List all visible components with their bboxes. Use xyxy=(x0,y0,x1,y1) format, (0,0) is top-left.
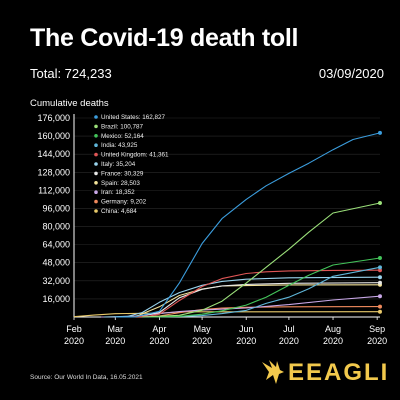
legend-marker xyxy=(94,209,98,213)
x-tick-month: Feb xyxy=(66,324,82,334)
y-tick-label: 128,000 xyxy=(37,167,70,177)
x-tick-year: 2020 xyxy=(367,336,387,346)
x-tick-month: Sep xyxy=(369,324,385,334)
eagle-icon xyxy=(262,360,284,384)
x-tick-month: Jun xyxy=(239,324,254,334)
series-line-united-states xyxy=(115,132,381,318)
series-end-point xyxy=(378,256,382,261)
series-end-point xyxy=(378,294,382,299)
legend-marker xyxy=(94,171,98,176)
legend-entry: Spain: 28,503 xyxy=(101,180,140,187)
y-tick-label: 64,000 xyxy=(42,240,70,250)
legend-marker xyxy=(94,134,98,138)
y-tick-label: 16,000 xyxy=(42,294,70,304)
series-line-united-kingdom xyxy=(128,269,381,318)
x-tick-year: 2020 xyxy=(236,336,256,346)
y-tick-label: 112,000 xyxy=(38,185,70,195)
legend-marker xyxy=(94,199,98,204)
series-end-point xyxy=(378,265,382,270)
legend-marker xyxy=(94,181,98,185)
legend-marker xyxy=(94,115,98,119)
series-line-india xyxy=(142,266,381,318)
legend-entry: Italy: 35,204 xyxy=(101,161,136,168)
series-lines xyxy=(73,130,382,318)
series-line-brazil xyxy=(142,202,381,318)
legend-entry: United States: 162,827 xyxy=(101,114,166,121)
x-tick-month: Apr xyxy=(152,324,166,334)
x-tick-year: 2020 xyxy=(279,336,299,346)
x-tick-month: Jul xyxy=(283,324,295,334)
y-tick-label: 160,000 xyxy=(37,131,70,141)
x-tick-year: 2020 xyxy=(323,336,343,346)
series-end-point xyxy=(378,304,382,309)
grid-lines xyxy=(73,114,380,318)
y-tick-label: 80,000 xyxy=(42,222,70,232)
legend: United States: 162,827 Brazil: 100,787 Mex… xyxy=(94,114,169,215)
x-tick-month: Mar xyxy=(108,324,124,334)
y-tick-label: 48,000 xyxy=(42,258,70,268)
legend-marker xyxy=(94,152,98,157)
x-ticks: Feb 2020 Mar 2020 Apr 2020 May 2020 Jun 2020 Jul 20… xyxy=(64,317,387,346)
legend-entry: Germany: 9,202 xyxy=(101,199,147,206)
series-end-point xyxy=(378,309,382,314)
y-tick-label: 144,000 xyxy=(37,149,70,159)
logo-text: EEAGLI xyxy=(288,359,390,386)
series-line-italy xyxy=(103,276,381,318)
page-title: The Covid-19 death toll xyxy=(30,24,299,52)
y-tick-label: 96,000 xyxy=(42,203,70,213)
date-label: 03/09/2020 xyxy=(318,66,384,81)
series-end-point xyxy=(378,280,382,285)
series-end-point xyxy=(378,201,382,206)
legend-entry: China: 4,684 xyxy=(101,208,137,215)
x-tick-year: 2020 xyxy=(64,336,84,346)
legend-marker xyxy=(94,143,98,147)
legend-entry: France: 30,329 xyxy=(101,170,144,177)
total-deaths: Total: 724,233 xyxy=(30,66,112,81)
x-tick-year: 2020 xyxy=(149,336,169,346)
y-axis-label: Cumulative deaths xyxy=(30,98,109,109)
legend-marker xyxy=(94,190,98,194)
y-ticks: 16,000 32,000 48,000 64,000 80,000 96,000 112,… xyxy=(37,113,70,304)
legend-marker xyxy=(94,162,98,166)
legend-entry: India: 43,925 xyxy=(101,142,138,149)
x-tick-month: May xyxy=(194,324,212,334)
x-tick-month: Aug xyxy=(325,324,341,334)
x-tick-year: 2020 xyxy=(192,336,212,346)
y-tick-label: 32,000 xyxy=(42,276,70,286)
legend-entry: Iran: 18,352 xyxy=(101,189,135,196)
y-tick-label: 176,000 xyxy=(37,113,70,123)
legend-entry: Brazil: 100,787 xyxy=(101,123,144,130)
series-line-mexico xyxy=(149,257,381,318)
series-end-point xyxy=(378,275,382,280)
brand-logo: EEAGLI xyxy=(260,358,387,386)
series-end-point xyxy=(378,268,382,273)
legend-marker xyxy=(94,124,98,129)
legend-entry: United Kingdom: 41,361 xyxy=(101,152,169,159)
source-note: Source: Our World In Data, 16.05.2021 xyxy=(30,374,143,381)
legend-entry: Mexico: 52,164 xyxy=(101,133,144,140)
x-tick-year: 2020 xyxy=(105,336,125,346)
series-end-point xyxy=(378,130,382,135)
